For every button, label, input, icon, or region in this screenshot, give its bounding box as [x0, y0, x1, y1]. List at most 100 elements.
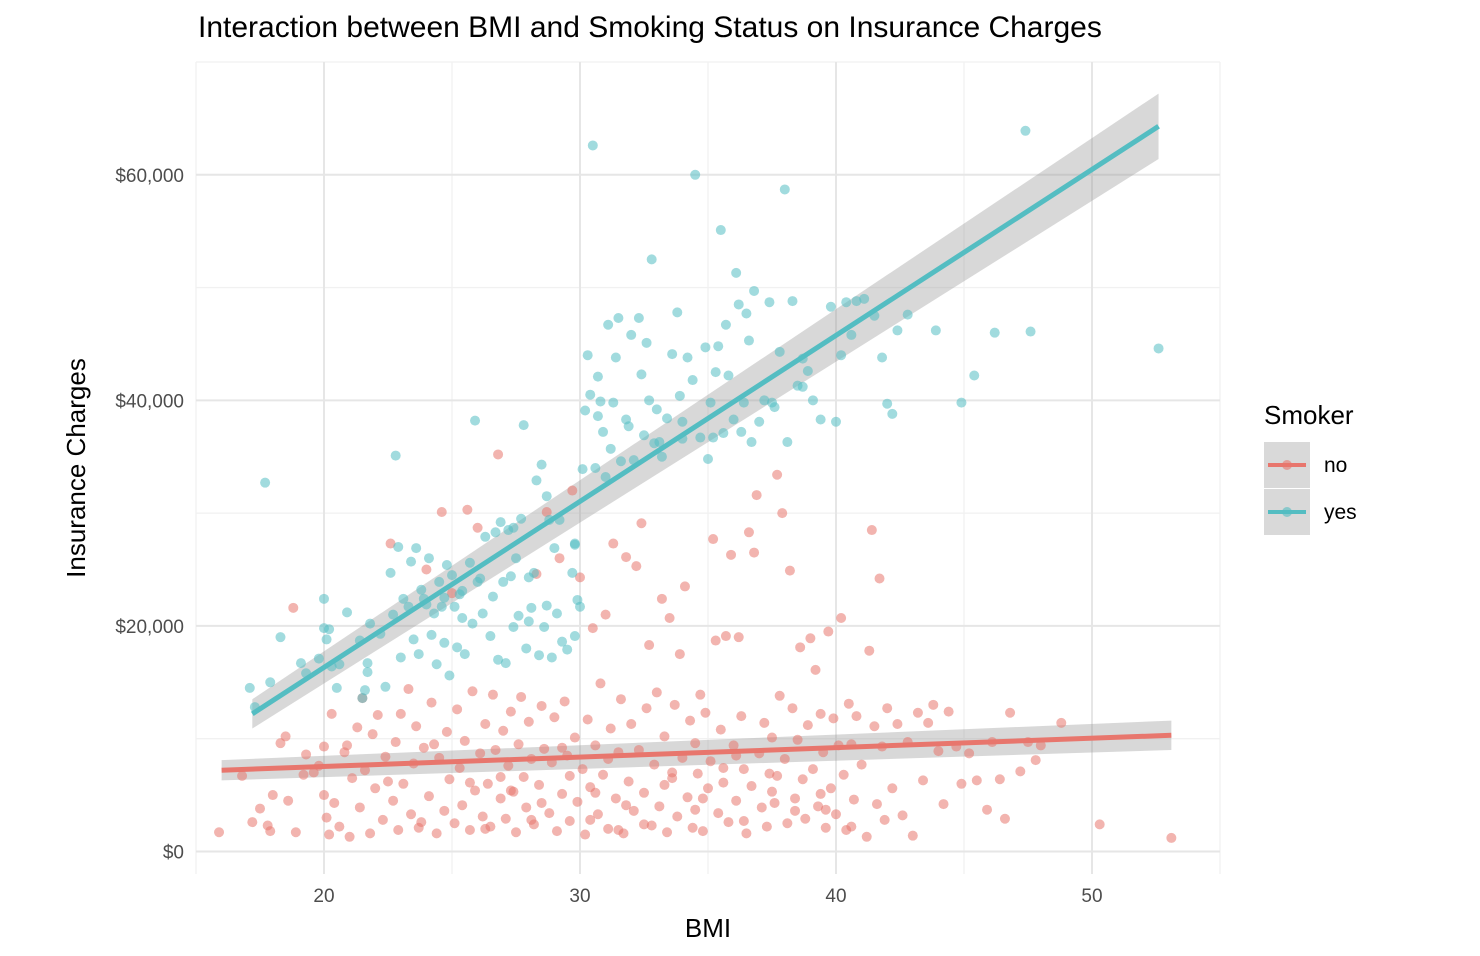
point-no	[623, 776, 634, 787]
point-no	[505, 706, 516, 717]
point-yes	[516, 513, 527, 524]
point-no	[869, 721, 880, 732]
point-yes	[749, 285, 760, 296]
point-no	[1030, 755, 1041, 766]
point-no	[636, 518, 647, 529]
point-no	[359, 765, 370, 776]
point-no	[326, 708, 337, 719]
point-yes	[836, 350, 847, 361]
point-no	[679, 581, 690, 592]
point-no	[444, 774, 455, 785]
point-no	[334, 821, 345, 832]
point-yes	[610, 352, 621, 363]
point-no	[738, 764, 749, 775]
point-yes	[715, 225, 726, 236]
point-no	[790, 805, 801, 816]
point-yes	[475, 573, 486, 584]
point-yes	[738, 397, 749, 408]
x-tick-label: 50	[1081, 886, 1102, 907]
point-no	[600, 609, 611, 620]
point-no	[874, 573, 885, 584]
point-no	[298, 769, 309, 780]
point-yes	[362, 658, 373, 669]
point-yes	[654, 437, 665, 448]
point-yes	[851, 296, 862, 307]
point-no	[639, 787, 649, 798]
chart-title: Interaction between BMI and Smoking Stat…	[198, 11, 1102, 44]
point-yes	[651, 404, 662, 415]
point-no	[477, 811, 488, 822]
point-yes	[459, 649, 470, 660]
point-no	[1005, 707, 1016, 718]
point-yes	[342, 607, 353, 618]
point-yes	[411, 543, 422, 554]
point-no	[718, 777, 729, 788]
point-no	[787, 703, 798, 714]
point-no	[431, 828, 442, 839]
point-yes	[774, 346, 785, 357]
point-no	[767, 732, 777, 743]
point-yes	[275, 632, 286, 643]
point-yes	[536, 459, 547, 470]
point-no	[718, 762, 729, 773]
point-yes	[580, 405, 591, 416]
point-no	[577, 764, 588, 775]
point-no	[557, 788, 568, 799]
point-no	[590, 787, 601, 798]
confidence-band-yes	[252, 93, 1159, 729]
point-no	[462, 504, 473, 515]
point-no	[464, 777, 475, 788]
point-no	[982, 804, 993, 815]
point-yes	[797, 381, 808, 392]
point-yes	[436, 601, 447, 612]
point-no	[521, 802, 532, 813]
point-no	[608, 538, 619, 549]
x-tick-label: 20	[313, 886, 334, 907]
point-no	[767, 786, 777, 797]
point-no	[324, 829, 335, 840]
point-yes	[882, 398, 893, 409]
point-no	[649, 759, 660, 770]
point-no	[864, 645, 875, 656]
point-no	[329, 797, 340, 808]
point-yes	[718, 428, 729, 439]
point-no	[815, 788, 826, 799]
point-no	[713, 808, 724, 819]
point-no	[613, 825, 624, 836]
point-yes	[324, 624, 335, 635]
point-yes	[575, 601, 585, 612]
point-yes	[449, 601, 460, 612]
point-yes	[362, 667, 373, 678]
point-yes	[1153, 343, 1164, 354]
point-yes	[695, 432, 706, 443]
y-tick-labels: $0 $20,000 $40,000 $60,000	[115, 166, 184, 864]
point-yes	[767, 397, 777, 408]
y-tick-label: $20,000	[115, 617, 184, 638]
point-no	[214, 827, 225, 838]
point-no	[237, 770, 248, 781]
point-no	[247, 817, 258, 828]
point-no	[897, 810, 908, 821]
point-no	[621, 800, 632, 811]
point-yes	[956, 397, 967, 408]
point-no	[956, 778, 967, 789]
y-tick-label: $40,000	[115, 391, 184, 412]
point-no	[580, 829, 591, 840]
point-yes	[477, 608, 488, 619]
fit-line-no	[221, 732, 1172, 773]
legend: Smoker no yes	[1264, 400, 1357, 535]
point-no	[802, 720, 813, 731]
point-yes	[605, 443, 616, 454]
point-no	[628, 805, 639, 816]
point-no	[1094, 819, 1105, 830]
point-yes	[511, 553, 521, 564]
point-no	[372, 709, 383, 720]
point-yes	[989, 327, 1000, 338]
point-no	[646, 820, 657, 831]
point-no	[447, 588, 457, 599]
point-no	[595, 678, 606, 689]
point-yes	[585, 389, 596, 400]
point-yes	[500, 658, 511, 669]
point-no	[782, 818, 793, 829]
point-yes	[470, 415, 481, 426]
